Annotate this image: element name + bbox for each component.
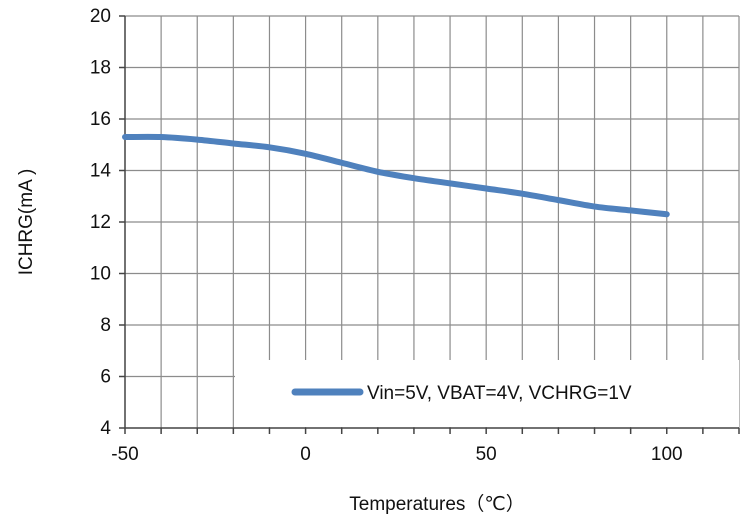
y-tick-labels: 4 6 8 10 12 14 16 18 20 — [90, 6, 112, 439]
y-tick-label: 18 — [90, 58, 111, 79]
legend: Vin=5V, VBAT=4V, VCHRG=1V — [291, 383, 632, 404]
x-tick-labels: -50 0 50 100 — [111, 444, 682, 465]
y-tick-label: 16 — [90, 109, 111, 130]
y-tick-label: 6 — [100, 367, 111, 388]
x-tick-label: 100 — [651, 444, 683, 465]
y-axis-title: ICHRG(mA ) — [16, 169, 37, 276]
y-tick-label: 10 — [90, 264, 111, 285]
series-line — [122, 133, 670, 218]
y-tick-label: 8 — [100, 315, 111, 336]
x-tick-label: -50 — [111, 444, 138, 465]
y-tick-label: 12 — [90, 212, 111, 233]
x-tick-label: 50 — [476, 444, 497, 465]
x-tick-label: 0 — [300, 444, 311, 465]
y-tick-label: 4 — [100, 418, 111, 439]
y-tick-label: 14 — [90, 161, 112, 182]
series-group — [122, 133, 670, 218]
axes — [119, 15, 740, 434]
legend-label: Vin=5V, VBAT=4V, VCHRG=1V — [367, 383, 632, 404]
x-axis-title: Temperatures（℃） — [349, 493, 525, 515]
y-tick-label: 20 — [90, 6, 111, 27]
